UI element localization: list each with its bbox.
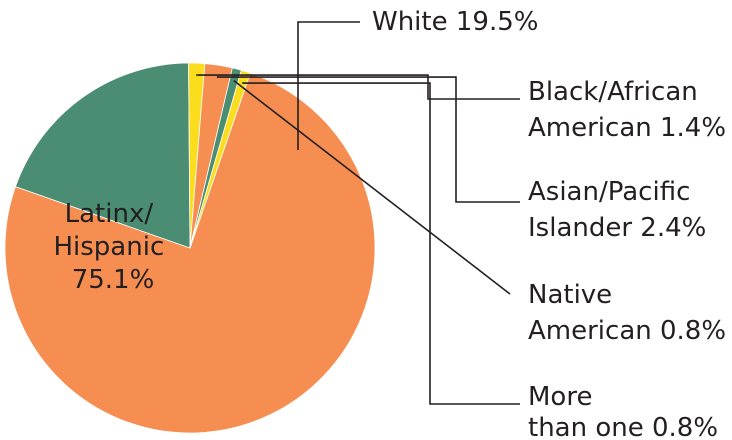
slice-label-multi-line-2: than one 0.8%	[528, 413, 718, 440]
slice-label-black-line-2: American 1.4%	[528, 113, 726, 143]
slice-label-white-line-1: White 19.5%	[372, 7, 538, 37]
slice-label-multi-line-1: More	[528, 382, 592, 412]
slice-label-native-line-2: American 0.8%	[528, 316, 726, 346]
slice-label-latinx-line-2: Hispanic	[53, 232, 164, 262]
slice-label-multi: More than one 0.8%	[528, 382, 718, 440]
slice-label-latinx-line-3: 75.1%	[72, 265, 155, 295]
slice-label-native: Native American 0.8%	[528, 280, 726, 346]
leader-line-native	[233, 80, 511, 295]
leader-line-black	[196, 74, 520, 100]
leader-line-asian	[216, 76, 520, 203]
slice-label-white: White 19.5%	[372, 7, 538, 37]
pie-slices	[4, 62, 376, 434]
slice-label-black: Black/African American 1.4%	[528, 77, 726, 143]
slice-label-asian: Asian/Pacific Islander 2.4%	[528, 177, 706, 243]
leader-line-multi	[242, 82, 520, 405]
pie-slice-multi	[189, 69, 251, 249]
slice-label-black-line-1: Black/African	[528, 77, 698, 107]
slice-label-latinx: Latinx/ Hispanic 75.1%	[53, 199, 172, 295]
pie-slice-white	[14, 62, 191, 249]
pie-slice-latinx	[4, 72, 376, 434]
leader-line-white	[297, 21, 360, 150]
slice-label-native-line-1: Native	[528, 280, 612, 310]
slice-label-latinx-line-1: Latinx/	[65, 199, 154, 229]
slice-label-asian-line-1: Asian/Pacific	[528, 177, 690, 207]
slice-label-asian-line-2: Islander 2.4%	[528, 213, 706, 243]
leader-lines	[196, 21, 520, 405]
